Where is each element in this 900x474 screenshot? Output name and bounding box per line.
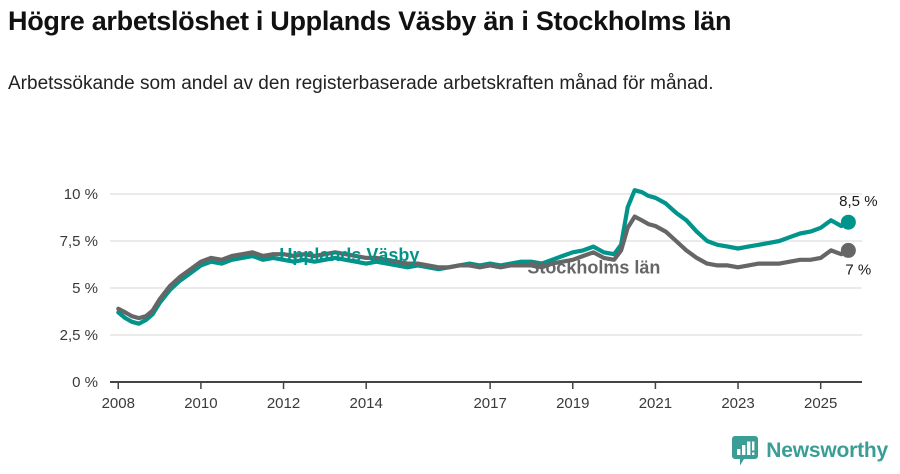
page-subtitle: Arbetssökande som andel av den registerb…: [8, 73, 714, 94]
y-tick-label: 7,5 %: [60, 233, 98, 250]
x-tick-label: 2021: [639, 395, 672, 412]
newsworthy-logo[interactable]: Newsworthy: [732, 436, 888, 466]
x-tick-label: 2023: [721, 395, 754, 412]
series-end-marker: [840, 214, 856, 230]
x-tick-label: 2025: [804, 395, 837, 412]
x-tick-label: 2012: [267, 395, 300, 412]
chart-series-labels: Upplands Väsby Stockholms län: [279, 245, 660, 277]
chart-footer: Newsworthy: [0, 432, 900, 474]
series-end-value-label: 8,5 %: [839, 193, 877, 210]
series-end-value-label: 7 %: [845, 261, 871, 278]
x-tick-label: 2019: [556, 395, 589, 412]
page-title: Högre arbetslöshet i Upplands Väsby än i…: [8, 6, 732, 36]
chart-plot-area: 0 % 2,5 % 5 % 7,5 % 10 % 2008 2010 2012 2014 201…: [0, 160, 900, 420]
chart-x-axis-labels: 2008 2010 2012 2014 2017 2019 2021 2023 2025: [102, 395, 838, 412]
x-tick-label: 2017: [473, 395, 506, 412]
chart-y-axis-labels: 0 % 2,5 % 5 % 7,5 % 10 %: [60, 186, 98, 391]
y-tick-label: 0 %: [72, 374, 98, 391]
series-label: Upplands Väsby: [279, 245, 419, 265]
bar-chart-speech-bubble-icon: [732, 436, 759, 466]
chart-gridlines: [110, 193, 862, 383]
x-tick-label: 2010: [184, 395, 217, 412]
y-tick-label: 10 %: [64, 186, 98, 203]
series-end-marker: [840, 242, 856, 258]
y-tick-label: 5 %: [72, 280, 98, 297]
chart-x-axis: [117, 382, 822, 389]
logo-wordmark: Newsworthy: [766, 439, 888, 462]
line-chart: 0 % 2,5 % 5 % 7,5 % 10 % 2008 2010 2012 2014 201…: [60, 186, 878, 412]
chart-series-lines: [116, 188, 851, 326]
chart-end-value-labels: 8,5 % 7 %: [839, 193, 877, 278]
chart-end-markers: [840, 214, 856, 258]
x-tick-label: 2008: [102, 395, 135, 412]
series-label: Stockholms län: [527, 257, 660, 277]
x-tick-label: 2014: [349, 395, 382, 412]
y-tick-label: 2,5 %: [60, 327, 98, 344]
series-line: [116, 214, 851, 321]
